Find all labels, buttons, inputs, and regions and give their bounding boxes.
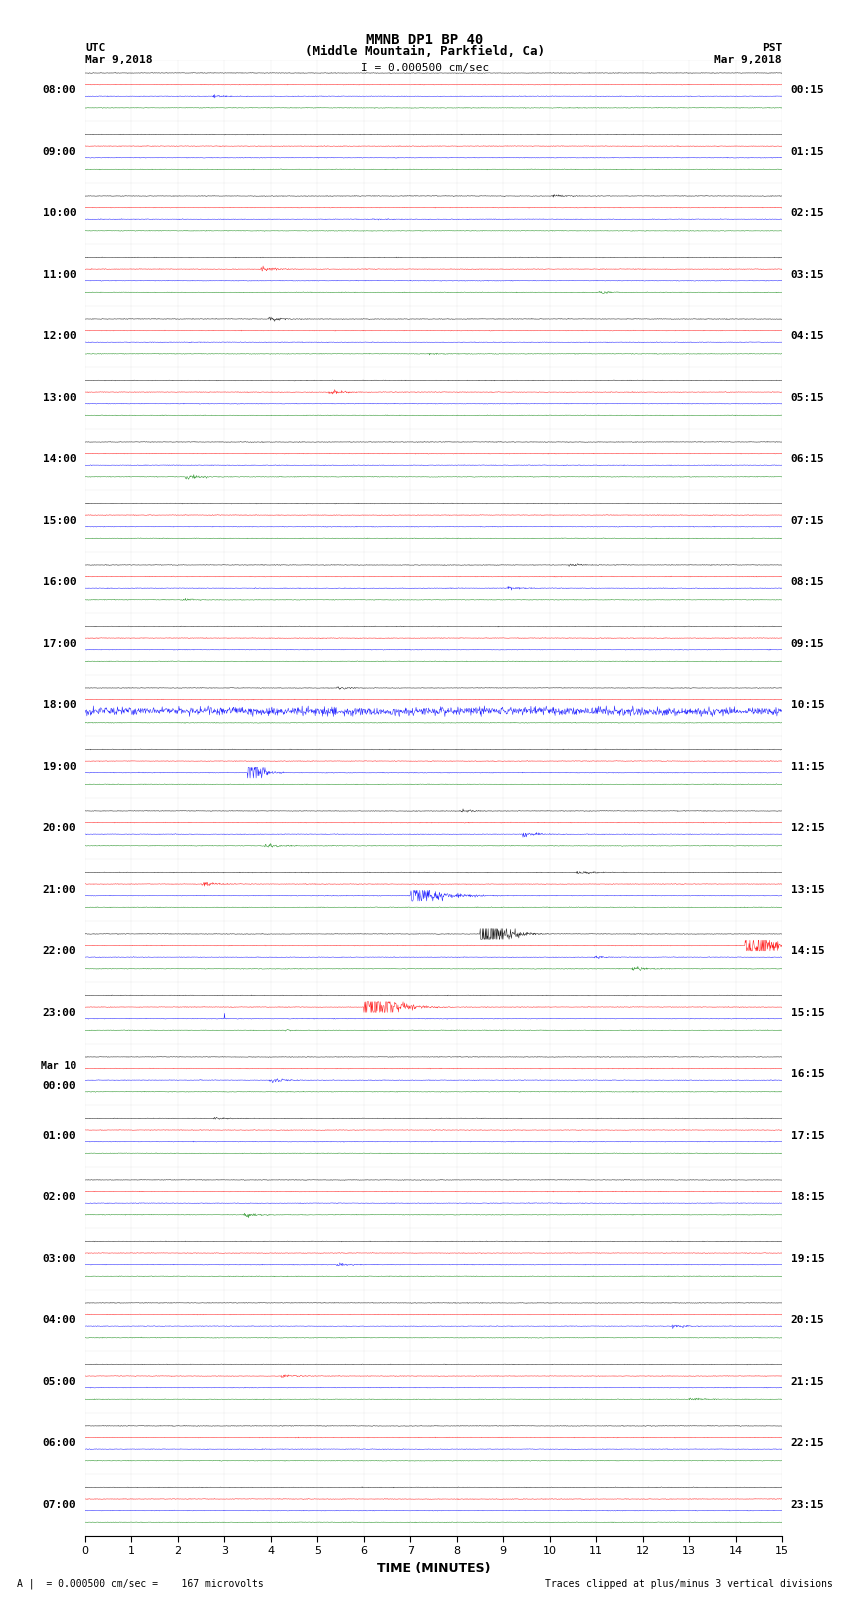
Text: 19:15: 19:15 bbox=[790, 1253, 824, 1265]
Text: 04:00: 04:00 bbox=[42, 1315, 76, 1326]
Text: Mar 10: Mar 10 bbox=[42, 1061, 76, 1071]
Text: 15:15: 15:15 bbox=[790, 1008, 824, 1018]
Text: 16:00: 16:00 bbox=[42, 577, 76, 587]
Text: 14:00: 14:00 bbox=[42, 455, 76, 465]
Text: 17:15: 17:15 bbox=[790, 1131, 824, 1140]
Text: MMNB DP1 BP 40: MMNB DP1 BP 40 bbox=[366, 34, 484, 47]
Text: 21:00: 21:00 bbox=[42, 886, 76, 895]
Text: 07:15: 07:15 bbox=[790, 516, 824, 526]
Text: Traces clipped at plus/minus 3 vertical divisions: Traces clipped at plus/minus 3 vertical … bbox=[545, 1579, 833, 1589]
Text: 10:00: 10:00 bbox=[42, 208, 76, 218]
Text: 15:00: 15:00 bbox=[42, 516, 76, 526]
Text: 04:15: 04:15 bbox=[790, 331, 824, 342]
Text: 21:15: 21:15 bbox=[790, 1378, 824, 1387]
Text: 06:15: 06:15 bbox=[790, 455, 824, 465]
Text: 11:00: 11:00 bbox=[42, 269, 76, 281]
Text: 23:00: 23:00 bbox=[42, 1008, 76, 1018]
Text: 13:00: 13:00 bbox=[42, 394, 76, 403]
Text: 22:00: 22:00 bbox=[42, 947, 76, 957]
Text: 13:15: 13:15 bbox=[790, 886, 824, 895]
Text: 01:15: 01:15 bbox=[790, 147, 824, 156]
Text: Mar 9,2018: Mar 9,2018 bbox=[715, 55, 782, 65]
Text: A |  = 0.000500 cm/sec =    167 microvolts: A | = 0.000500 cm/sec = 167 microvolts bbox=[17, 1579, 264, 1589]
Text: 14:15: 14:15 bbox=[790, 947, 824, 957]
Text: Mar 9,2018: Mar 9,2018 bbox=[85, 55, 152, 65]
Text: 18:00: 18:00 bbox=[42, 700, 76, 710]
Text: 08:15: 08:15 bbox=[790, 577, 824, 587]
Text: 02:15: 02:15 bbox=[790, 208, 824, 218]
Text: 17:00: 17:00 bbox=[42, 639, 76, 648]
Text: 20:15: 20:15 bbox=[790, 1315, 824, 1326]
Text: 20:00: 20:00 bbox=[42, 823, 76, 834]
Text: 09:00: 09:00 bbox=[42, 147, 76, 156]
X-axis label: TIME (MINUTES): TIME (MINUTES) bbox=[377, 1561, 490, 1574]
Text: 12:00: 12:00 bbox=[42, 331, 76, 342]
Text: 19:00: 19:00 bbox=[42, 761, 76, 773]
Text: 03:15: 03:15 bbox=[790, 269, 824, 281]
Text: 01:00: 01:00 bbox=[42, 1131, 76, 1140]
Text: 11:15: 11:15 bbox=[790, 761, 824, 773]
Text: 06:00: 06:00 bbox=[42, 1439, 76, 1448]
Text: 05:15: 05:15 bbox=[790, 394, 824, 403]
Text: 00:00: 00:00 bbox=[42, 1081, 76, 1090]
Text: 09:15: 09:15 bbox=[790, 639, 824, 648]
Text: PST: PST bbox=[762, 44, 782, 53]
Text: 00:15: 00:15 bbox=[790, 85, 824, 95]
Text: 10:15: 10:15 bbox=[790, 700, 824, 710]
Text: 23:15: 23:15 bbox=[790, 1500, 824, 1510]
Text: 02:00: 02:00 bbox=[42, 1192, 76, 1202]
Text: 03:00: 03:00 bbox=[42, 1253, 76, 1265]
Text: 22:15: 22:15 bbox=[790, 1439, 824, 1448]
Text: 07:00: 07:00 bbox=[42, 1500, 76, 1510]
Text: I = 0.000500 cm/sec: I = 0.000500 cm/sec bbox=[361, 63, 489, 73]
Text: (Middle Mountain, Parkfield, Ca): (Middle Mountain, Parkfield, Ca) bbox=[305, 45, 545, 58]
Text: 12:15: 12:15 bbox=[790, 823, 824, 834]
Text: 08:00: 08:00 bbox=[42, 85, 76, 95]
Text: 18:15: 18:15 bbox=[790, 1192, 824, 1202]
Text: UTC: UTC bbox=[85, 44, 105, 53]
Text: 16:15: 16:15 bbox=[790, 1069, 824, 1079]
Text: 05:00: 05:00 bbox=[42, 1378, 76, 1387]
